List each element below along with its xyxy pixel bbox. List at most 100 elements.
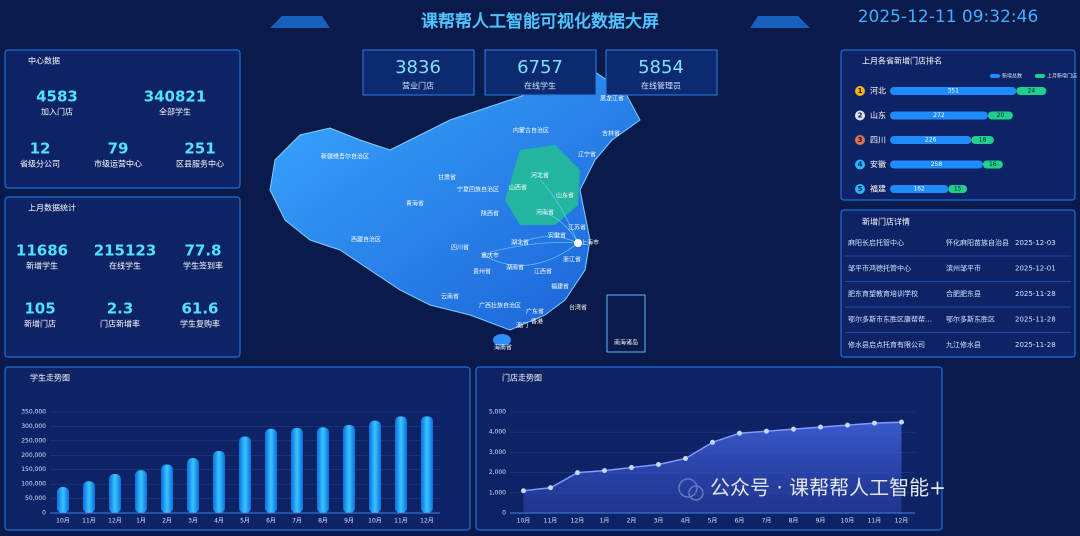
region-label: 西藏自治区 (351, 236, 381, 244)
y-tick-label: 150,000 (21, 466, 46, 473)
y-tick-label: 3,000 (489, 449, 506, 456)
point (872, 420, 877, 426)
panel-title: 中心数据 (28, 56, 60, 66)
bar (57, 487, 69, 513)
panel (840, 49, 1076, 201)
y-tick-label: 250,000 (21, 437, 46, 444)
legend-swatch (1035, 74, 1045, 78)
kpi-value: 340821 (144, 88, 207, 106)
table-cell: 鄂尔多斯市东胜区康帮帮… (848, 315, 932, 324)
watermark: 公众号 · 课帮帮人工智能+ (710, 476, 946, 500)
rank-badge (855, 86, 865, 96)
kpi-value: 215123 (94, 242, 157, 260)
y-tick-label: 300,000 (21, 423, 46, 430)
rank-number: 2 (858, 112, 863, 120)
panel-title: 学生走势图 (30, 373, 70, 383)
bar (369, 420, 381, 513)
bar (343, 424, 355, 513)
table-cell: 滨州邹平市 (946, 264, 981, 273)
y-tick-label: 0 (42, 510, 46, 517)
x-tick-label: 2月 (162, 518, 172, 525)
datetime: 2025-12-11 09:32:46 (858, 7, 1039, 27)
x-tick-label: 1月 (136, 518, 146, 525)
bar (265, 428, 277, 513)
province-name: 福建 (870, 184, 886, 194)
panel-title: 上月数据统计 (28, 203, 76, 213)
legend-label: 上月新增门店 (1047, 73, 1077, 80)
bar (83, 481, 95, 513)
point (521, 488, 526, 494)
table-cell: 2025-11-28 (1015, 316, 1056, 324)
stat-value: 6757 (517, 57, 563, 78)
x-tick-label: 3月 (654, 518, 664, 525)
region-label: 辽宁省 (578, 151, 596, 159)
x-tick-label: 10月 (368, 518, 382, 525)
x-tick-label: 6月 (735, 518, 745, 525)
kpi-value: 2.3 (107, 300, 134, 318)
table-cell: 修水县启点托育有限公司 (848, 340, 925, 349)
rank-number: 1 (858, 87, 863, 95)
province-name: 河北 (870, 86, 886, 96)
stat-label: 在线管理员 (641, 81, 681, 91)
region-label: 海南省 (494, 344, 512, 352)
island (493, 334, 511, 346)
kpi-value: 61.6 (181, 300, 218, 318)
kpi-label: 加入门店 (41, 107, 73, 117)
bar (161, 464, 173, 513)
bar (291, 427, 303, 513)
kpi-label: 新增学生 (26, 261, 58, 271)
rank-number: 3 (858, 136, 863, 144)
region-label: 湖南省 (506, 264, 524, 272)
region-label: 山东省 (556, 192, 574, 200)
y-tick-label: 200,000 (21, 452, 46, 459)
new-label: 24 (1028, 88, 1036, 95)
total-bar (890, 87, 1017, 95)
rank-number: 5 (858, 185, 863, 193)
panel (4, 49, 241, 189)
region-label: 甘肃省 (438, 174, 456, 182)
flow-lines (484, 179, 579, 266)
kpi-label: 学生复购率 (180, 319, 220, 329)
bar (213, 450, 225, 513)
point (899, 419, 904, 425)
region-label: 安徽省 (548, 232, 566, 240)
stat-label: 在线学生 (524, 81, 556, 91)
rank-badge (855, 135, 865, 145)
kpi-label: 门店新增率 (100, 319, 140, 329)
y-tick-label: 4,000 (489, 429, 506, 436)
kpi-label: 区县服务中心 (176, 159, 224, 169)
region-label: 青海省 (406, 200, 424, 208)
x-tick-label: 7月 (762, 518, 772, 525)
x-tick-label: 7月 (292, 518, 302, 525)
new-label: 20 (997, 112, 1005, 119)
table-cell: 2025-12-03 (1015, 239, 1056, 247)
kpi-label: 在线学生 (109, 261, 141, 271)
y-tick-label: 50,000 (25, 495, 46, 502)
x-tick-label: 9月 (816, 518, 826, 525)
kpi-value: 4583 (36, 88, 78, 106)
region-label: 新疆维吾尔自治区 (321, 153, 369, 161)
area (523, 422, 902, 513)
point (710, 439, 715, 445)
kpi-value: 251 (184, 140, 215, 158)
legend-label: 新增总数 (1002, 73, 1022, 80)
total-label: 162 (913, 186, 925, 193)
table-cell: 合肥肥东县 (946, 289, 981, 298)
y-tick-label: 100,000 (21, 481, 46, 488)
new-label: 16 (989, 161, 997, 168)
x-tick-label: 4月 (214, 518, 224, 525)
x-tick-label: 12月 (108, 518, 122, 525)
kpi-value: 105 (24, 300, 55, 318)
bar (109, 474, 121, 513)
x-tick-label: 4月 (681, 518, 691, 525)
panel-title: 新增门店详情 (862, 217, 910, 227)
x-tick-label: 1月 (600, 518, 610, 525)
new-label: 15 (954, 186, 962, 193)
table-cell: 2025-12-01 (1015, 265, 1056, 273)
table-cell: 肥东育望教育培训学校 (848, 289, 918, 298)
rank-number: 4 (858, 161, 863, 169)
point (737, 430, 742, 436)
panel (840, 209, 1076, 358)
bar (135, 470, 147, 513)
bar (187, 458, 199, 513)
